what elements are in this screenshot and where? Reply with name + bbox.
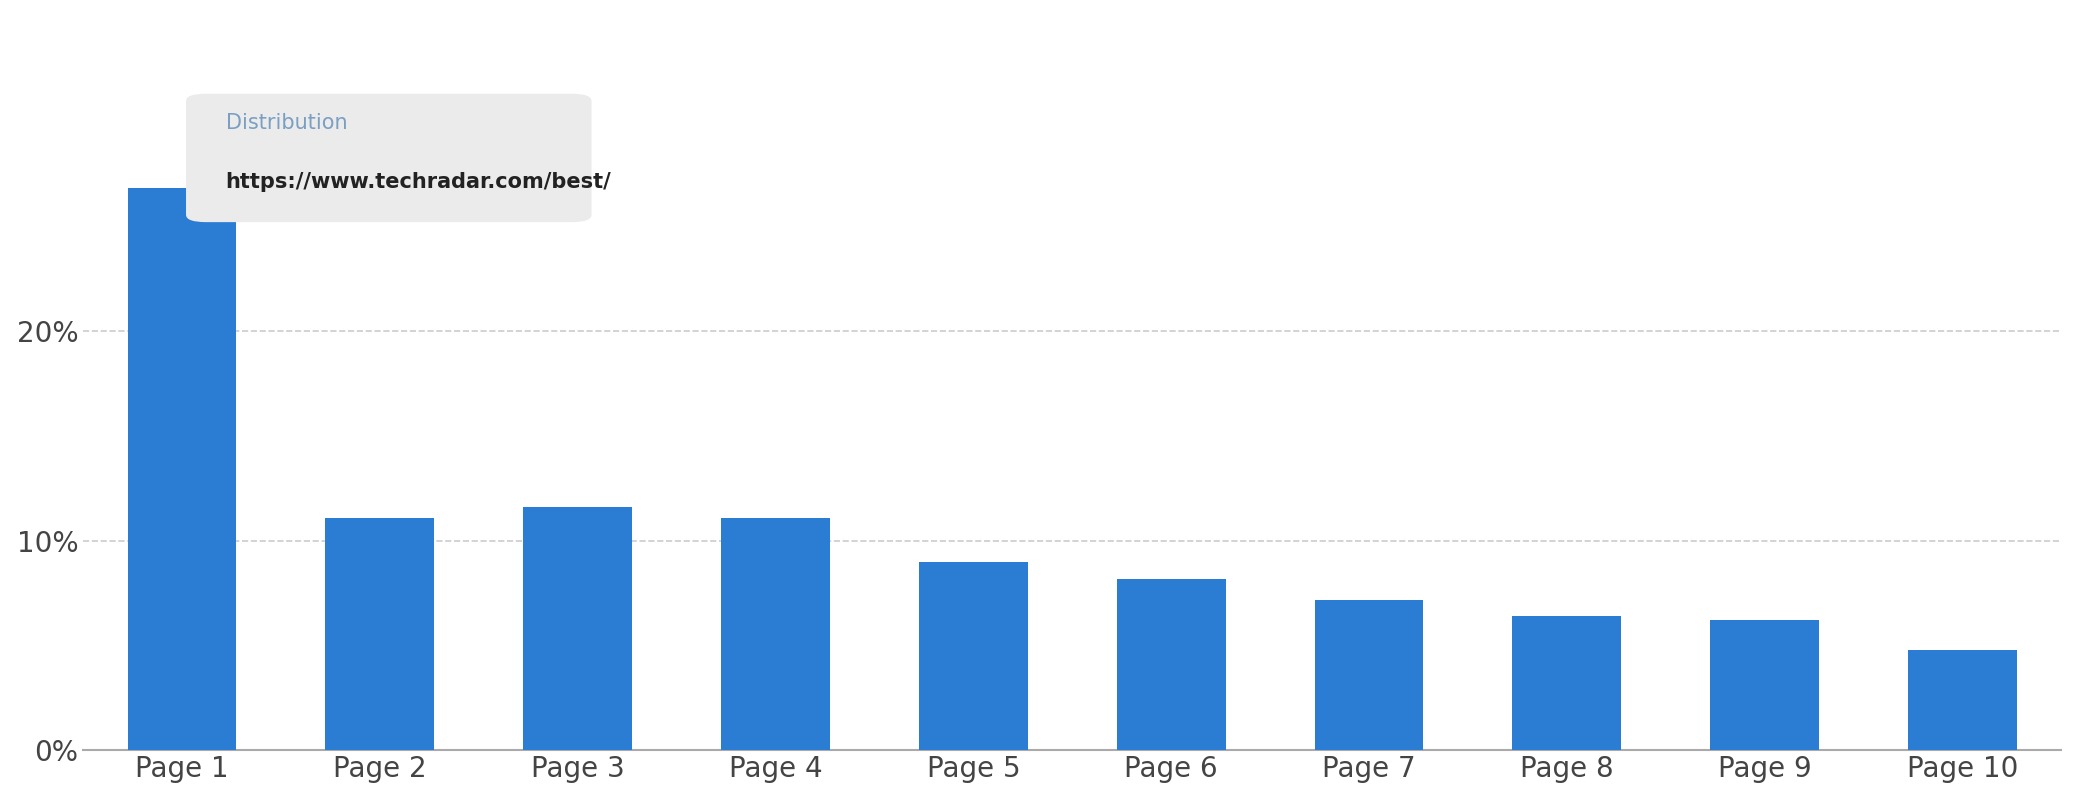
Bar [127,187,237,750]
Bar [1116,578,1226,750]
Text: Distribution: Distribution [227,113,347,133]
Bar [721,518,829,750]
Text: https://www.techradar.com/best/: https://www.techradar.com/best/ [227,172,611,192]
Bar [1513,616,1621,750]
Bar [326,518,434,750]
Bar [1710,621,1818,750]
FancyBboxPatch shape [187,94,592,222]
Bar [524,507,632,750]
Bar [918,562,1029,750]
Bar [1908,650,2018,750]
Bar [1315,599,1423,750]
